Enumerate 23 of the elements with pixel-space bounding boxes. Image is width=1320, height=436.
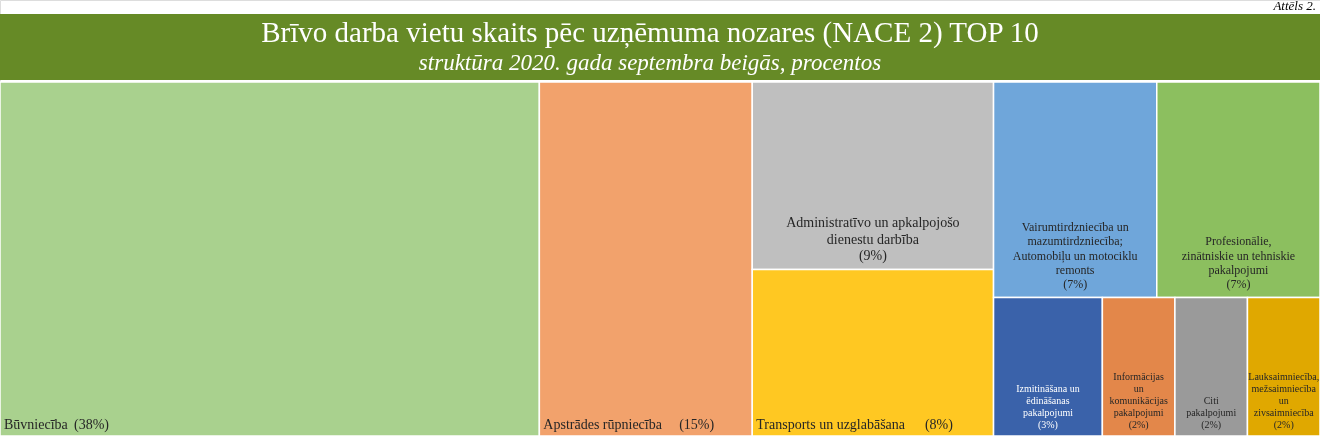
data-label: (2%) bbox=[1201, 419, 1222, 431]
category-label: Apstrādes rūpniecība bbox=[543, 417, 663, 432]
data-label: (7%) bbox=[1226, 277, 1251, 292]
category-label: Lauksaimniecība, mežsaimniecība un zivsaimniecība bbox=[1248, 371, 1320, 418]
text: Brīvo darba vietu skaits pēc uzņēmuma nozares (NACE 2) TOP 10 bbox=[261, 16, 1039, 49]
text: Attēls 2. bbox=[1272, 0, 1316, 13]
text: struktūra 2020. gada septembra beigās, procentos bbox=[418, 50, 882, 75]
category-label: Būvniecība bbox=[4, 417, 69, 432]
data-label: (15%) bbox=[679, 417, 715, 433]
data-label: (7%) bbox=[1063, 277, 1088, 292]
category-label: Informācijas un komunikācijas pakalpojumi bbox=[1109, 371, 1168, 418]
category-label: Profesionālie, zinātniskie un tehniskie pakalpojumi bbox=[1181, 234, 1296, 278]
category-label: Vairumtirdzniecība un mazumtirdzniecība; Automobiļu un motociklu remonts bbox=[1012, 219, 1138, 278]
category-label: Transports un uzglabāšana bbox=[756, 417, 906, 432]
data-label: (2%) bbox=[1128, 419, 1149, 431]
category-label: Administratīvo un apkalpojošo dienestu darbība bbox=[786, 214, 960, 247]
category-label: Citi pakalpojumi bbox=[1186, 395, 1237, 418]
category-label: Izmitināšana un ēdināšanas pakalpojumi bbox=[1016, 383, 1080, 418]
data-label: (3%) bbox=[1037, 419, 1058, 431]
data-label: (38%) bbox=[74, 417, 110, 433]
data-label: (9%) bbox=[858, 248, 888, 265]
data-label: (8%) bbox=[924, 417, 954, 433]
data-label: (2%) bbox=[1273, 419, 1294, 431]
